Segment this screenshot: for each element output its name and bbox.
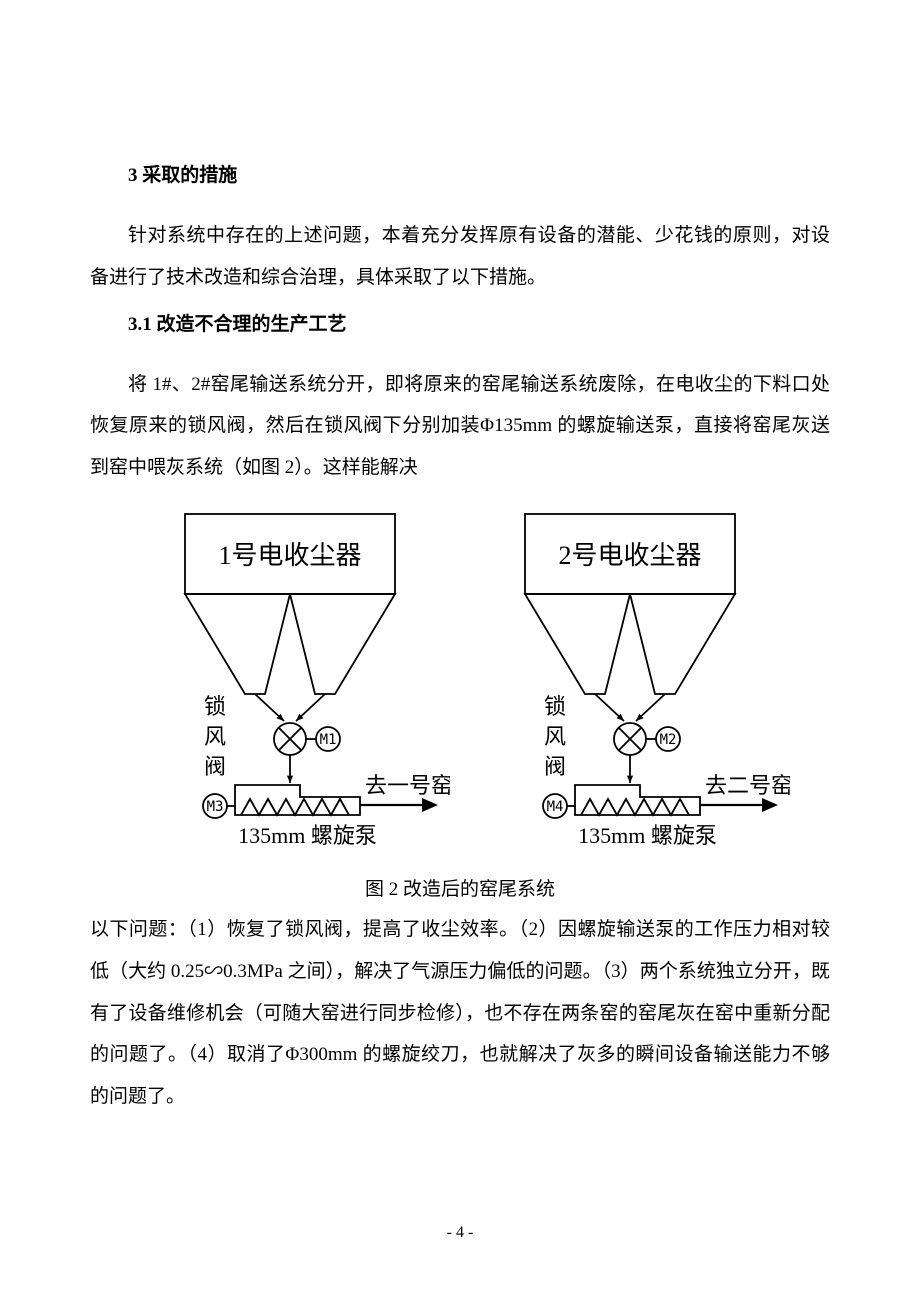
- svg-text:135mm 螺旋泵: 135mm 螺旋泵: [578, 823, 717, 848]
- svg-text:M3: M3: [207, 799, 224, 815]
- section-3-heading: 3 采取的措施: [90, 160, 830, 187]
- section-3-1-heading: 3.1 改造不合理的生产工艺: [90, 309, 830, 336]
- section-3-1-para-1: 将 1#、2#窑尾输送系统分开，即将原来的窑尾输送系统废除，在电收尘的下料口处恢…: [90, 364, 830, 489]
- svg-text:去二号窑中: 去二号窑中: [705, 773, 790, 798]
- svg-text:2号电收尘器: 2号电收尘器: [558, 541, 701, 570]
- svg-text:M1: M1: [320, 732, 337, 748]
- svg-text:锁: 锁: [544, 694, 566, 719]
- svg-text:阀: 阀: [204, 754, 226, 779]
- svg-text:锁: 锁: [204, 694, 226, 719]
- figure-2-left-diagram: 1号电收尘器 M1 锁风阀 M3 去一号窑中 135mm 螺旋泵: [130, 504, 450, 874]
- svg-text:M4: M4: [547, 799, 564, 815]
- svg-text:去一号窑中: 去一号窑中: [365, 773, 450, 798]
- figure-2-caption: 图 2 改造后的窑尾系统: [90, 874, 830, 901]
- svg-text:阀: 阀: [544, 754, 566, 779]
- svg-text:风: 风: [204, 724, 226, 749]
- svg-text:风: 风: [544, 724, 566, 749]
- figure-2-container: 1号电收尘器M1锁风阀M3去一号窑中135mm 螺旋泵 2号电收尘器M2锁风阀M…: [90, 504, 830, 901]
- svg-text:M2: M2: [660, 732, 677, 748]
- section-3-para-1: 针对系统中存在的上述问题，本着充分发挥原有设备的潜能、少花钱的原则，对设备进行了…: [90, 215, 830, 299]
- svg-text:135mm 螺旋泵: 135mm 螺旋泵: [238, 823, 377, 848]
- svg-text:1号电收尘器: 1号电收尘器: [218, 541, 361, 570]
- after-figure-para: 以下问题：（1）恢复了锁风阀，提高了收尘效率。（2）因螺旋输送泵的工作压力相对较…: [90, 909, 830, 1118]
- figure-2-row: 1号电收尘器M1锁风阀M3去一号窑中135mm 螺旋泵 2号电收尘器M2锁风阀M…: [90, 504, 830, 874]
- page-number: - 4 -: [0, 1224, 920, 1242]
- figure-2-right-diagram: 2号电收尘器 M2 锁风阀 M4 去二号窑中 135mm 螺旋泵: [470, 504, 790, 874]
